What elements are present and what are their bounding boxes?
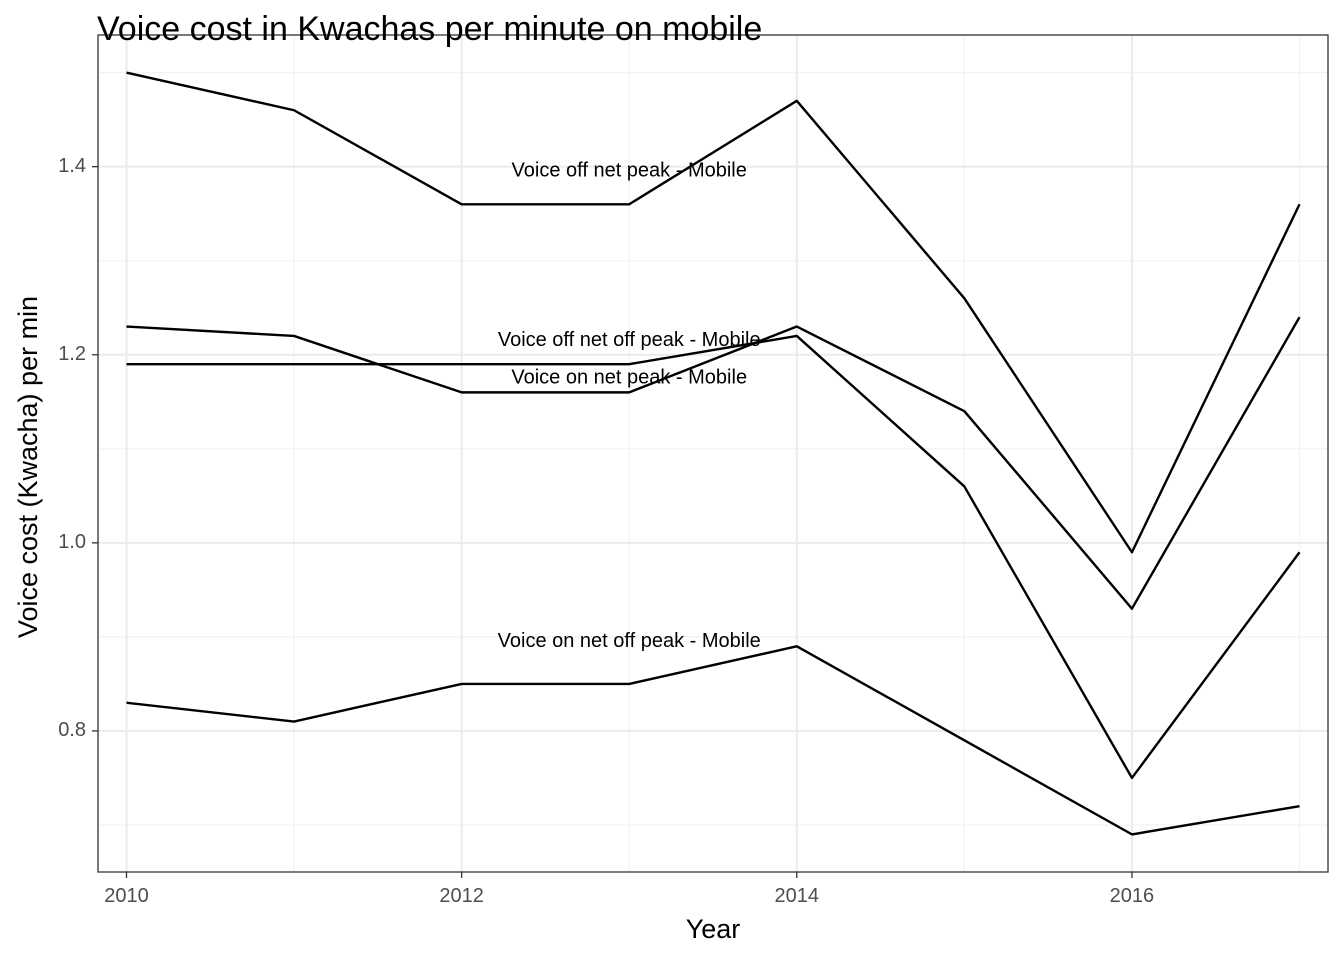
- series-label-voice-on-net-peak-mobile: Voice on net peak - Mobile: [511, 367, 747, 389]
- series-label-layer: Voice off net peak - Mobile Voice off net…: [498, 160, 761, 652]
- axis-layer: 2010 2012 2014 2016 0.8 1.0 1.2 1.4: [58, 155, 1154, 907]
- series-line-voice-off-net-off-peak-mobile: [126, 316, 1301, 610]
- x-tick-label: 2010: [104, 885, 149, 907]
- x-axis-title: Year: [686, 914, 741, 944]
- series-label-voice-off-net-off-peak-mobile: Voice off net off peak - Mobile: [498, 329, 761, 351]
- x-tick-label: 2012: [439, 885, 484, 907]
- y-tick-label: 1.4: [58, 155, 86, 177]
- series-layer: [126, 71, 1301, 836]
- y-tick-label: 0.8: [58, 719, 86, 741]
- series-label-voice-off-net-peak-mobile: Voice off net peak - Mobile: [512, 160, 747, 182]
- x-tick-label: 2016: [1110, 885, 1155, 907]
- x-tick-label: 2014: [775, 885, 820, 907]
- y-tick-label: 1.2: [58, 343, 86, 365]
- series-line-voice-on-net-peak-mobile: [126, 334, 1301, 780]
- grid-layer: [98, 35, 1328, 872]
- series-label-voice-on-net-off-peak-mobile: Voice on net off peak - Mobile: [498, 630, 761, 652]
- series-line-voice-on-net-off-peak-mobile: [126, 645, 1300, 836]
- y-tick-label: 1.0: [58, 531, 86, 553]
- y-axis-title: Voice cost (Kwacha) per min: [13, 296, 43, 638]
- series-line-voice-off-net-peak-mobile: [126, 71, 1301, 554]
- panel-border: [97, 34, 1329, 873]
- chart-title: Voice cost in Kwachas per minute on mobi…: [97, 10, 762, 48]
